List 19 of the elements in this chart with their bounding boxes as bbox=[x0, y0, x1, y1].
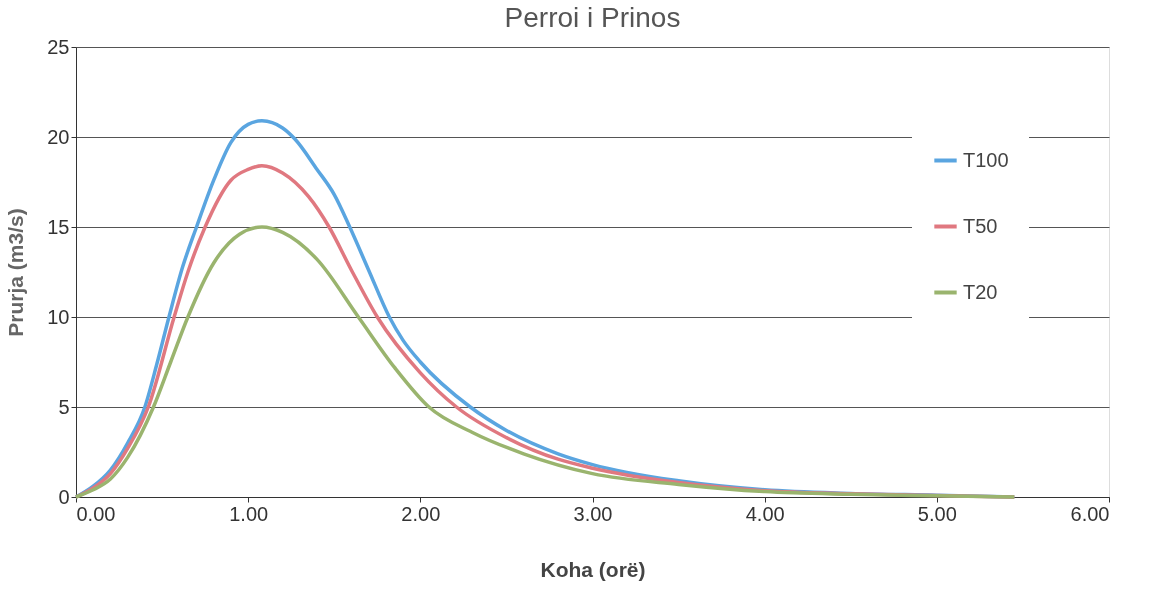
y-tick-label: 5 bbox=[58, 395, 70, 418]
x-tick-label: 3.00 bbox=[573, 502, 613, 525]
x-tick-label: 4.00 bbox=[745, 502, 785, 525]
x-tick-label: 1.00 bbox=[229, 502, 269, 525]
y-tick-label: 15 bbox=[47, 215, 70, 238]
legend-label: T100 bbox=[963, 148, 1009, 171]
chart-title: Perroi i Prinos bbox=[504, 2, 681, 33]
legend-label: T20 bbox=[963, 280, 998, 303]
y-tick-label: 0 bbox=[58, 485, 70, 508]
y-tick-label: 10 bbox=[47, 305, 70, 328]
legend-label: T50 bbox=[963, 214, 998, 237]
x-tick-label: 0.00 bbox=[76, 502, 116, 525]
x-tick-label: 2.00 bbox=[401, 502, 441, 525]
y-tick-label: 25 bbox=[47, 35, 70, 58]
y-tick-label: 20 bbox=[47, 125, 70, 148]
y-axis-title: Prurja (m3/s) bbox=[4, 208, 28, 337]
x-axis-title: Koha (orë) bbox=[540, 557, 646, 581]
x-tick-label: 5.00 bbox=[917, 502, 957, 525]
x-tick-label: 6.00 bbox=[1070, 502, 1110, 525]
